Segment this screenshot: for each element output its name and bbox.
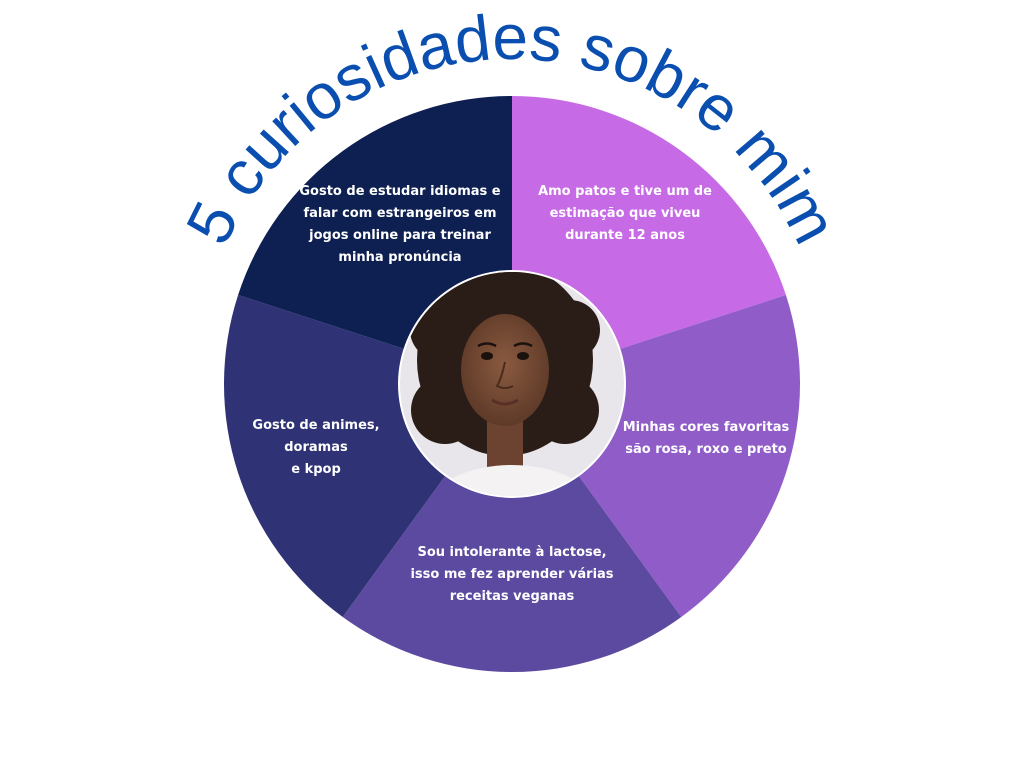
segments-group: Amo patos e tive um de estimação que vive… — [224, 96, 801, 672]
segment-lactose-line: Sou intolerante à lactose, — [417, 545, 606, 560]
segment-duck-line: Amo patos e tive um de — [538, 184, 712, 199]
segment-animes-label: Gosto de animes, doramas e kpop — [252, 418, 379, 477]
segment-duck-label: Amo patos e tive um de estimação que vive… — [538, 184, 712, 243]
segment-languages-line: minha pronúncia — [338, 250, 461, 265]
segment-colors-line: são rosa, roxo e preto — [625, 442, 787, 457]
segment-languages-label: Gosto de estudar idiomas e falar com estr… — [299, 184, 500, 265]
segment-colors-label: Minhas cores favoritas são rosa, roxo e p… — [623, 420, 790, 457]
segment-lactose — [342, 384, 682, 672]
segment-lactose-line: isso me fez aprender várias — [410, 567, 613, 582]
segment-duck-line: durante 12 anos — [565, 228, 685, 243]
segment-animes-line: e kpop — [291, 462, 341, 477]
segment-animes-line: Gosto de animes, — [252, 418, 379, 433]
segment-languages-line: jogos online para treinar — [308, 228, 491, 243]
segment-duck-line: estimação que viveu — [550, 206, 701, 221]
segment-languages-line: falar com estrangeiros em — [303, 206, 496, 221]
segment-lactose-label: Sou intolerante à lactose, isso me fez ap… — [410, 545, 613, 604]
segment-colors-line: Minhas cores favoritas — [623, 420, 790, 435]
segment-animes-line: doramas — [284, 440, 348, 455]
segment-languages-line: Gosto de estudar idiomas e — [299, 184, 500, 199]
portrait-photo-icon — [398, 270, 626, 498]
segment-lactose-line: receitas veganas — [450, 589, 575, 604]
